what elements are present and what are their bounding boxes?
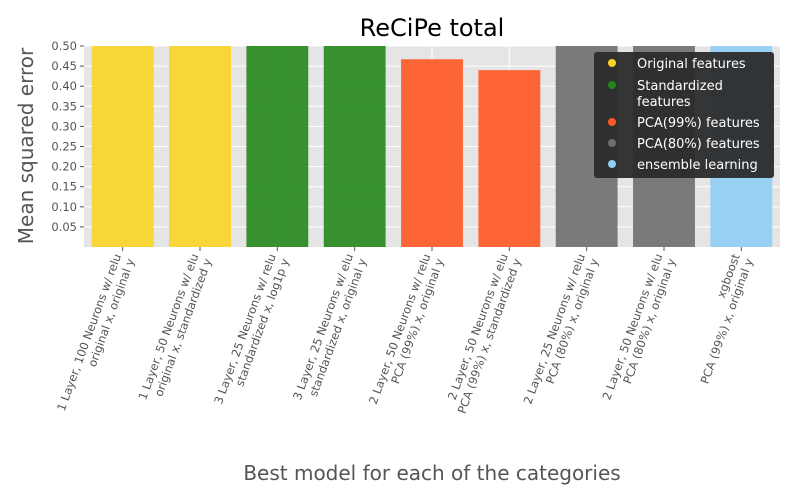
y-tick-label: 0.25: [51, 140, 77, 154]
y-tick-label: 0.50: [51, 39, 77, 53]
bar: [246, 46, 309, 247]
legend-entry: PCA(99%) features: [637, 116, 760, 131]
bar: [91, 46, 154, 247]
y-tick-label: 0.05: [51, 220, 77, 234]
bar: [169, 46, 231, 247]
y-tick-label: 0.15: [51, 180, 77, 194]
y-axis: 0.05 0.10 0.15 0.20 0.25 0.30 0.35 0.40 0.45 0.50: [51, 39, 84, 234]
y-tick-label: 0.10: [51, 200, 77, 214]
x-axis-label: Best model for each of the categories: [243, 461, 620, 485]
bar: [401, 59, 463, 248]
y-axis-label: Mean squared error: [14, 47, 38, 244]
legend-marker: [608, 59, 616, 67]
legend-entry: PCA(80%) features: [637, 137, 760, 152]
x-tick-label: 3 Layer, 25 Neurons w/ relustandardized …: [211, 252, 292, 406]
bar: [478, 70, 541, 248]
legend-entry: ensemble learning: [637, 158, 758, 173]
legend-box: [594, 52, 774, 178]
legend-entry: features: [637, 95, 691, 110]
y-tick-label: 0.30: [51, 119, 77, 133]
chart-title: ReCiPe total: [360, 14, 505, 42]
legend-entry: Standardized: [637, 79, 723, 94]
legend-marker: [608, 160, 616, 168]
y-tick-label: 0.35: [51, 99, 77, 113]
bars: [91, 46, 773, 248]
x-tick-label-line: 1 Layer, 100 Neurons w/ relu: [54, 252, 124, 413]
legend-entry: Original features: [637, 57, 746, 72]
y-tick-label: 0.40: [51, 79, 77, 93]
y-tick-label: 0.45: [51, 59, 77, 73]
legend-marker: [608, 139, 616, 147]
legend-marker: [608, 118, 616, 126]
legend-marker: [608, 81, 616, 89]
bar: [323, 46, 386, 247]
y-tick-label: 0.20: [51, 160, 77, 174]
